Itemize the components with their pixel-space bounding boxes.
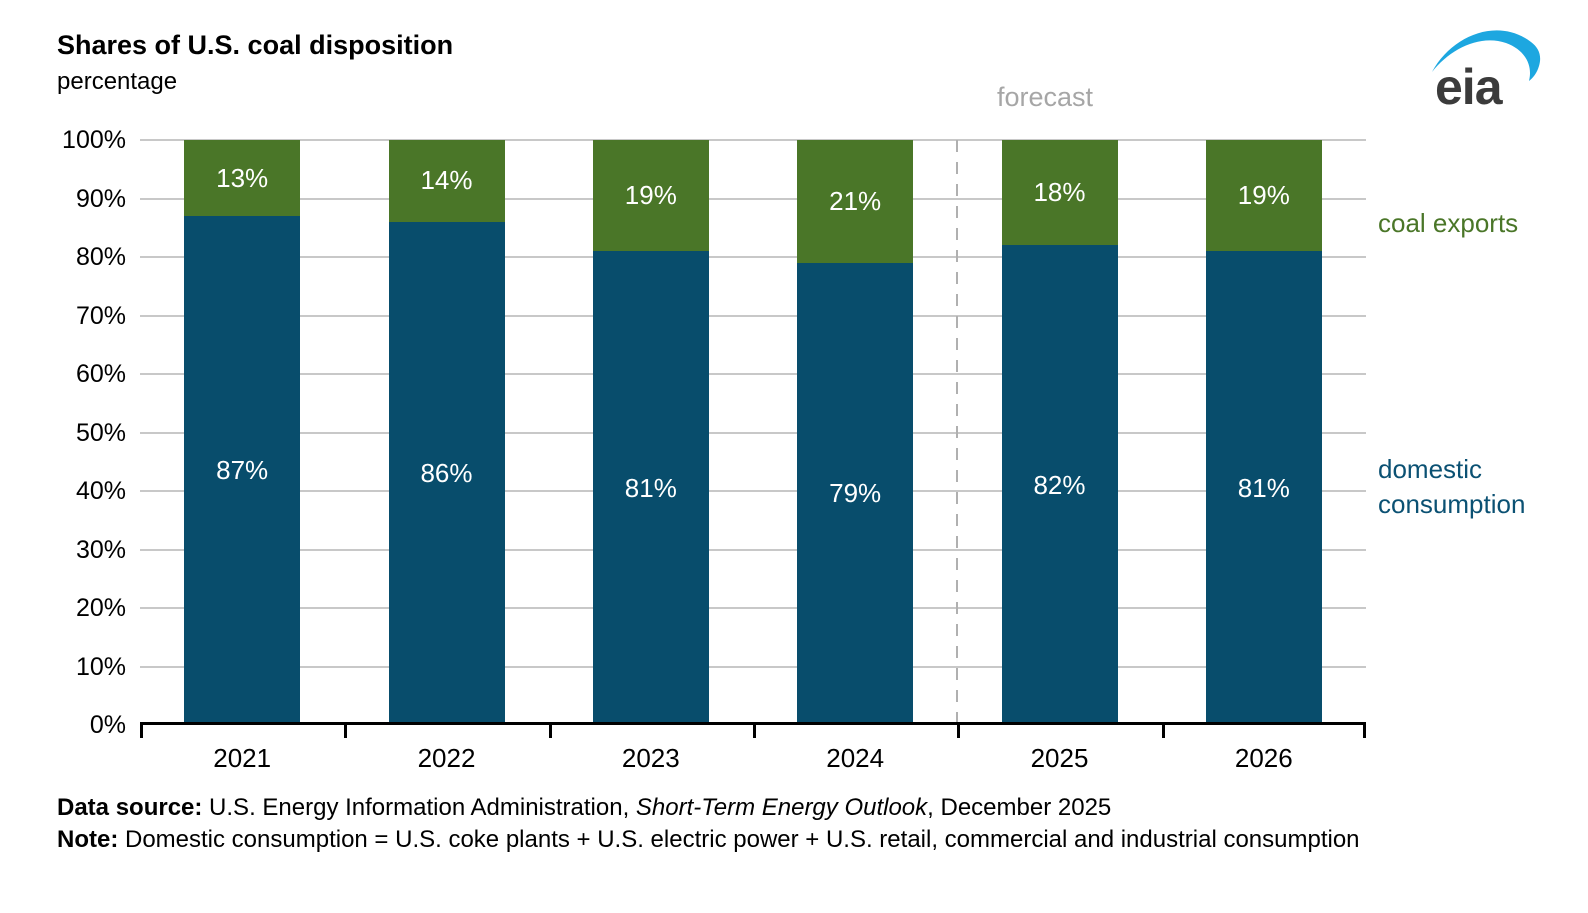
x-axis-label-2024: 2024 [826,743,885,773]
eia-swoosh-icon [1432,30,1541,81]
bar-value-label: 13% [216,162,269,193]
bar-value-label: 82% [1033,469,1086,500]
y-axis-label: 80% [75,243,126,271]
x-axis-label-2026: 2026 [1234,743,1293,773]
y-axis-label: 70% [75,301,126,330]
forecast-label: forecast [996,82,1094,112]
bar-value-label: 81% [624,472,677,503]
bar-value-label: 19% [1237,180,1290,211]
x-axis-tick [140,725,143,738]
bar-value-label: 21% [829,185,882,216]
y-axis-label: 100% [62,126,126,154]
bar-segment-coal-exports-2026: 19% [1205,140,1322,252]
bar-2024: 21% 79% [797,140,914,725]
bar-value-label: 79% [829,478,882,509]
bar-segment-domestic-consumption-2022: 86% [388,221,505,725]
bar-segment-domestic-consumption-2026: 81% [1205,251,1322,725]
bar-segment-coal-exports-2022: 14% [388,140,505,222]
bar-value-label: 87% [216,455,269,486]
bar-segment-domestic-consumption-2025: 82% [1001,245,1118,725]
note-label: Note: [57,826,119,853]
plot-area: 0% 10% 20% 30% 40% 50% 60% 70% 80% 90% 100% 13% 87% 2… [62,126,1366,773]
bar-segment-coal-exports-2025: 18% [1001,140,1118,246]
y-axis-label: 20% [75,594,126,622]
forecast-dashed-line [956,140,959,725]
note-text: Domestic consumption = U.S. coke plants … [118,826,1360,853]
gridline [140,197,1366,200]
x-axis-line [140,722,1366,725]
series-label-coal-exports: coal exports [1378,208,1519,238]
bar-segment-coal-exports-2023: 19% [592,140,709,252]
data-source-publication: Short-Term Energy Outlook [635,794,928,821]
bar-segment-domestic-consumption-2024: 79% [797,262,914,725]
x-axis-label-2025: 2025 [1030,743,1089,773]
gridline [140,490,1366,492]
gridline [140,256,1366,258]
gridline [140,548,1366,551]
gridline [140,373,1366,375]
gridline [140,607,1366,609]
bar-2021: 13% 87% [184,140,301,725]
x-axis-label-2023: 2023 [621,743,680,773]
bar-value-label: 86% [420,457,473,488]
eia-logo-text: eia [1435,59,1504,114]
bar-segment-coal-exports-2021: 13% [184,140,301,217]
x-axis-tick [957,725,961,738]
y-axis-label: 30% [75,535,126,564]
footer: Data source: U.S. Energy Information Adm… [57,792,1360,856]
data-source-line: Data source: U.S. Energy Information Adm… [57,792,1360,824]
bar-2022: 14% 86% [388,140,505,725]
bar-segment-domestic-consumption-2021: 87% [184,216,301,725]
gridline [140,431,1366,434]
bar-2023: 19% 81% [592,140,709,725]
y-axis-label: 10% [75,652,126,681]
y-axis-label: 40% [75,477,126,505]
y-axis-label: 90% [75,184,126,213]
series-label-domestic-line2: consumption [1378,489,1526,519]
x-axis-tick [753,725,756,738]
data-source-date: , December 2025 [927,794,1112,821]
x-axis-tick [344,725,348,738]
series-label-domestic-consumption: domestic consumption [1378,452,1525,522]
gridline [140,139,1366,141]
gridline [140,665,1366,668]
chart-title: Shares of U.S. coal disposition [57,30,454,60]
bar-2026: 19% 81% [1205,140,1322,725]
gridline [140,314,1366,317]
eia-logo: eia [1432,30,1541,114]
data-source-label: Data source: [57,794,203,821]
bar-segment-coal-exports-2024: 21% [797,140,914,263]
data-source-text: U.S. Energy Information Administration, [202,794,636,821]
bar-value-label: 18% [1033,177,1086,208]
x-axis-tick [1161,725,1165,738]
x-axis-label-2021: 2021 [213,743,272,773]
x-axis-label-2022: 2022 [417,743,476,773]
y-axis-label: 0% [89,711,126,739]
bar-2025: 18% 82% [1001,140,1118,725]
chart-subtitle: percentage [57,68,178,95]
series-label-domestic-line1: domestic [1378,454,1483,484]
x-axis-tick [1363,725,1366,738]
y-axis-label: 60% [75,360,126,388]
y-axis-label: 50% [75,418,126,447]
bar-value-label: 19% [624,180,677,211]
bar-segment-domestic-consumption-2023: 81% [592,251,709,725]
bar-value-label: 14% [420,165,473,196]
bar-value-label: 81% [1237,472,1290,503]
x-axis-tick [548,725,552,738]
note-line: Note: Domestic consumption = U.S. coke p… [57,824,1360,856]
